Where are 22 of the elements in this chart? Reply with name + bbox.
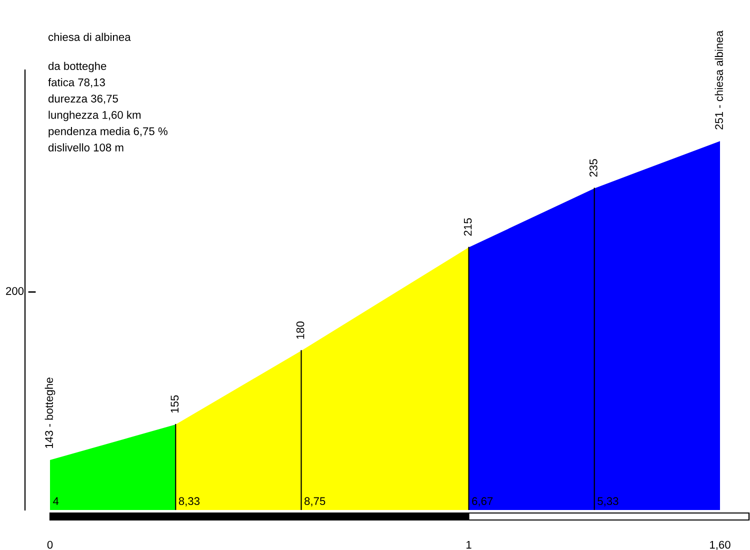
annotation: 8,33 xyxy=(178,497,200,506)
x-tick-label: 1,60 xyxy=(710,540,730,550)
data-label: 143 - botteghe xyxy=(44,378,56,448)
annotation: 4 xyxy=(53,497,59,505)
annotation: 8,75 xyxy=(304,497,326,506)
text: pendenza media 6,75 % xyxy=(48,127,168,138)
annotation: dislivello 108 m xyxy=(48,143,124,152)
data-label: 180 xyxy=(296,321,304,339)
text: 200 xyxy=(6,287,24,295)
annotation: 6,67 xyxy=(472,497,493,506)
x-tick-label: 1 xyxy=(466,540,472,549)
text: da botteghe xyxy=(48,62,106,72)
data-label: 155 xyxy=(170,395,179,413)
annotation: 5,33 xyxy=(598,497,618,506)
chart-title: chiesa di albinea xyxy=(48,32,131,41)
text: lunghezza 1,60 km xyxy=(48,110,141,122)
x-tick-label: 0 xyxy=(47,540,53,549)
data-label: 251 - chiesa albinea xyxy=(714,30,723,130)
data-label: 235 xyxy=(589,159,598,177)
data-label: 215 xyxy=(464,218,472,236)
text: durezza 36,75 xyxy=(48,94,118,104)
text: fatica 78,13 xyxy=(48,78,105,88)
